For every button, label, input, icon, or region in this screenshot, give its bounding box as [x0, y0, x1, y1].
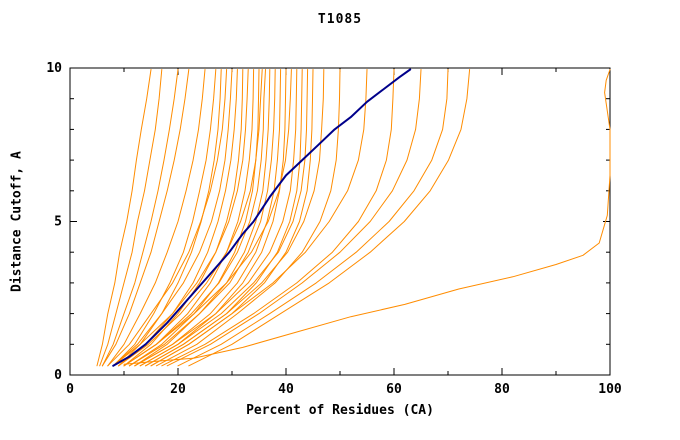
x-tick-label: 100 [598, 382, 622, 397]
highlight-series-line [112, 68, 412, 367]
x-tick-label: 60 [386, 382, 402, 397]
series-line [155, 69, 341, 367]
series-line [123, 69, 266, 367]
series-line [107, 69, 206, 367]
series-line [118, 69, 263, 367]
series-line [99, 69, 163, 367]
series-line [134, 69, 271, 367]
series-line [101, 69, 179, 367]
series-line [107, 69, 228, 367]
y-tick-label: 10 [46, 61, 62, 76]
series-line [112, 69, 249, 367]
series-line [128, 69, 260, 367]
series-line [166, 69, 422, 367]
y-tick-label: 5 [54, 215, 62, 230]
x-tick-label: 20 [170, 382, 186, 397]
series-line [139, 69, 309, 367]
series-line [112, 69, 217, 367]
chart-title: T1085 [317, 12, 363, 27]
series-line [123, 69, 244, 367]
x-axis-label: Percent of Residues (CA) [246, 403, 434, 418]
series-line [123, 69, 292, 367]
series-line [96, 69, 152, 367]
series-line [123, 69, 611, 365]
series-line [128, 69, 276, 367]
series-line [150, 69, 314, 367]
series-line [145, 69, 325, 367]
series-line [150, 69, 368, 367]
series-line [134, 69, 298, 367]
series-line [188, 69, 471, 367]
series-line [112, 69, 233, 367]
series-line [101, 69, 190, 367]
y-tick-label: 0 [54, 368, 62, 383]
x-tick-label: 80 [494, 382, 510, 397]
series-line [177, 69, 449, 367]
x-tick-label: 0 [66, 382, 74, 397]
series-line [118, 69, 238, 367]
series-line [134, 69, 282, 367]
x-tick-label: 40 [278, 382, 294, 397]
series-line [161, 69, 395, 367]
series-line [123, 69, 255, 367]
series-line [139, 69, 287, 367]
